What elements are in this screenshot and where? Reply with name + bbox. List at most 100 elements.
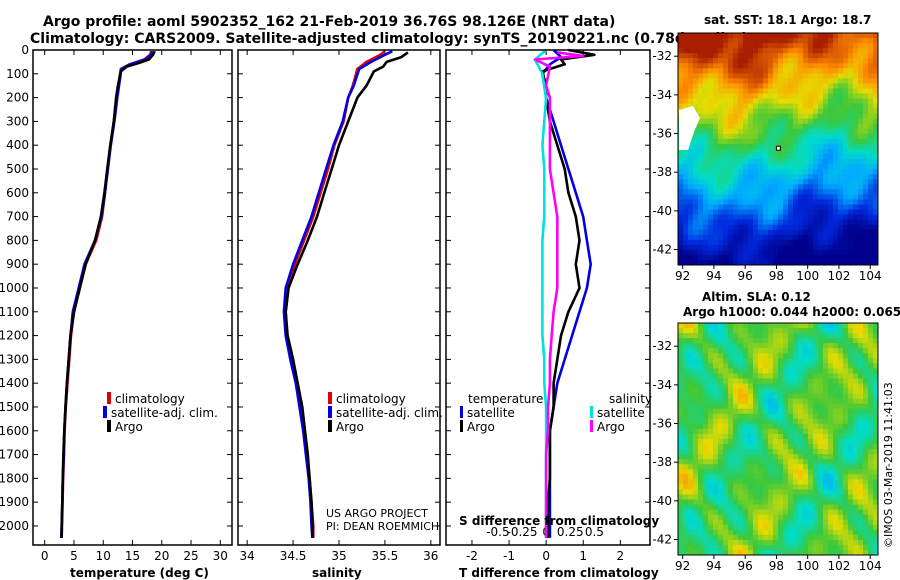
map-cell [718,214,724,221]
map-cell [723,499,729,505]
map-cell [698,494,704,500]
map-cell [873,189,879,195]
map-cell [698,388,704,395]
map-cell [728,383,734,389]
map-cell [803,469,809,475]
map-cell [678,539,684,546]
map-cell [763,474,769,480]
map-cell [868,113,874,120]
map-cell [748,474,754,480]
map-cell [793,464,799,470]
map-y-tick-label: -42 [652,533,672,547]
map-cell [808,403,814,410]
map-cell [798,199,804,205]
map-cell [783,363,789,369]
map-cell [798,164,804,170]
map-cell [808,219,814,226]
map-cell [758,423,764,430]
map-cell [718,373,724,379]
map-cell [718,464,724,470]
map-cell [703,524,709,531]
map-cell [773,73,779,79]
map-cell [758,403,764,410]
map-cell [873,179,879,185]
map-cell [783,103,789,110]
map-cell [743,519,749,526]
map-cell [863,514,869,521]
map-cell [858,123,864,130]
map-cell [763,239,769,246]
map-cell [683,454,689,460]
map-cell [708,338,714,344]
map-cell [873,338,879,344]
map-cell [773,519,779,526]
map-cell [738,413,744,420]
map-cell [783,73,789,79]
map-cell [788,393,794,400]
map-cell [693,98,699,105]
map-cell [868,544,874,551]
map-cell [833,194,839,200]
map-cell [733,519,739,526]
map-cell [858,464,864,470]
map-cell [748,514,754,521]
map-cell [803,259,809,266]
map-cell [793,164,799,170]
map-cell [808,413,814,420]
map-cell [698,33,704,39]
map-cell [833,179,839,185]
top-x-tick-label: 0.25 [557,525,584,539]
map-cell [803,338,809,344]
map-cell [813,338,819,344]
map-cell [713,73,719,79]
map-cell [848,353,854,359]
map-cell [718,549,724,556]
map-cell [743,143,749,150]
map-cell [858,43,864,49]
y-tick-label: 0 [21,43,29,57]
map-cell [758,449,764,455]
map-cell [713,249,719,256]
map-cell [788,439,794,445]
map-x-tick-label: 102 [827,269,850,283]
map-cell [723,164,729,170]
map-cell [818,63,824,69]
map-cell [763,259,769,266]
map-cell [853,184,859,190]
map-cell [698,439,704,445]
map-cell [773,469,779,475]
map-cell [728,459,734,465]
map-cell [808,83,814,89]
map-cell [753,494,759,500]
map-cell [773,408,779,415]
map-cell [733,93,739,99]
map-cell [768,63,774,69]
map-cell [733,363,739,369]
map-cell [683,439,689,445]
map-cell [823,509,829,516]
map-cell [868,219,874,226]
map-cell [698,343,704,349]
map-cell [763,484,769,490]
map-cell [743,408,749,415]
map-cell [823,474,829,480]
map-cell [813,219,819,226]
map-cell [698,418,704,425]
map-cell [753,118,759,125]
sla-map-frame [677,322,879,556]
map-cell [868,398,874,405]
map-cell [748,544,754,551]
map-cell [758,499,764,505]
map-cell [723,63,729,69]
map-cell [748,128,754,135]
map-cell [738,524,744,531]
map-cell [768,484,774,490]
map-cell [808,249,814,256]
map-cell [858,244,864,251]
map-cell [678,199,684,205]
map-cell [753,363,759,369]
map-cell [698,133,704,140]
map-cell [708,259,714,266]
map-cell [828,38,834,44]
map-cell [803,444,809,450]
